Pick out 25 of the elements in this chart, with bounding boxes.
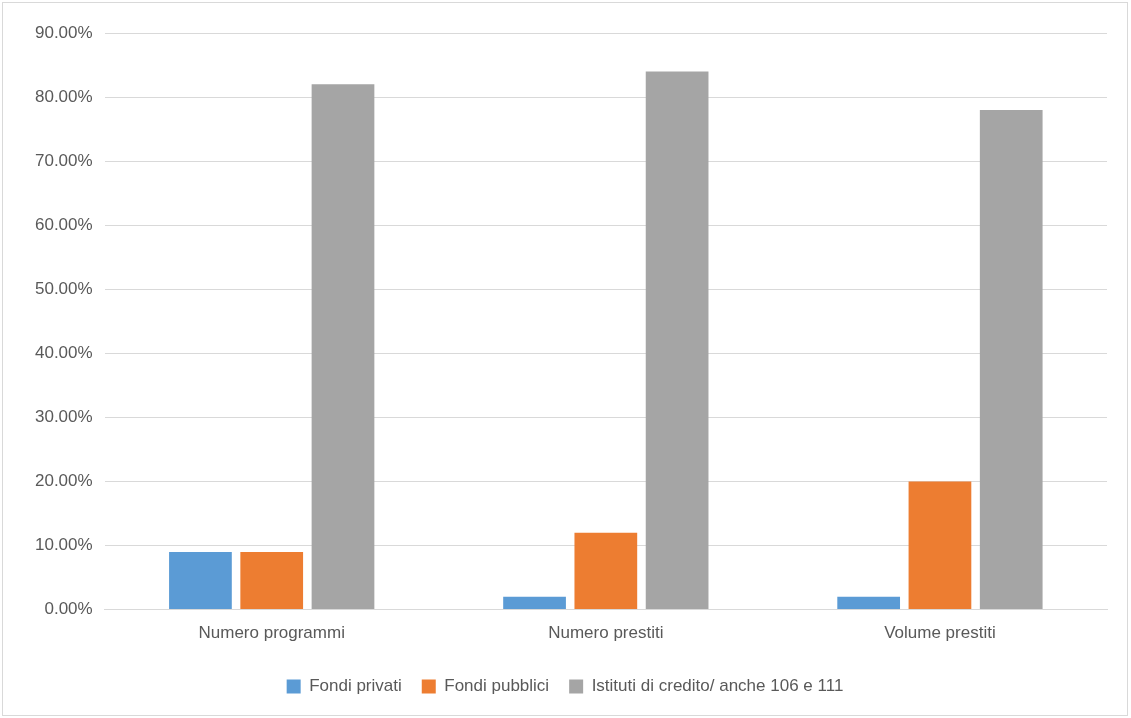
x-tick-label: Volume prestiti — [884, 623, 996, 643]
bar — [645, 71, 709, 610]
x-tick-label: Numero prestiti — [548, 623, 664, 643]
y-tick-label: 50.00% — [34, 278, 93, 298]
y-tick-label: 60.00% — [34, 214, 93, 234]
y-tick-label: 20.00% — [34, 471, 93, 491]
y-tick-label: 80.00% — [34, 86, 93, 106]
y-tick-label: 90.00% — [34, 22, 93, 42]
bar — [503, 596, 566, 610]
y-tick-label: 0.00% — [44, 599, 93, 619]
legend-label: Istituti di credito/ anche 106 e 111 — [591, 676, 844, 696]
y-tick-label: 30.00% — [34, 407, 93, 427]
bar — [169, 551, 232, 610]
x-tick-label: Numero programmi — [198, 623, 345, 643]
y-tick-label: 70.00% — [34, 150, 93, 170]
legend-label: Fondi privati — [309, 676, 402, 696]
bar — [574, 532, 638, 610]
y-tick-label: 10.00% — [34, 535, 93, 555]
bar — [908, 481, 972, 610]
y-tick-label: 40.00% — [34, 343, 93, 363]
legend-label: Fondi pubblici — [444, 676, 550, 696]
bar — [837, 596, 901, 610]
bar — [311, 84, 375, 610]
bar — [979, 109, 1043, 610]
bar — [240, 551, 304, 610]
